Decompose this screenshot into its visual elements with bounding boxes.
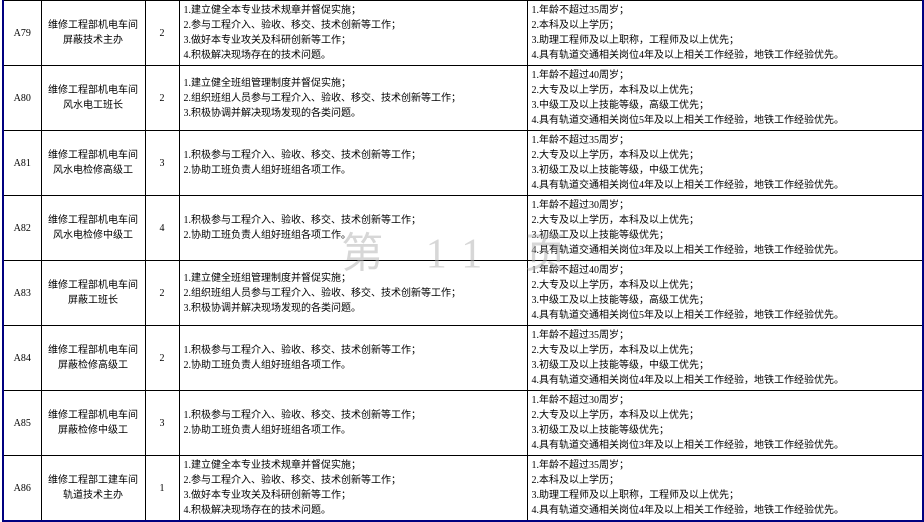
job-code-cell: A85 [3, 391, 41, 456]
job-name-cell: 维修工程部机电车间屏蔽检修中级工 [41, 391, 145, 456]
job-name-cell: 维修工程部机电车间风水电工班长 [41, 66, 145, 131]
job-req-cell: 1.年龄不超过30周岁； 2.大专及以上学历，本科及以上优先； 3.初级工及以上… [527, 196, 923, 261]
job-code-cell: A80 [3, 66, 41, 131]
job-count-cell: 2 [145, 1, 179, 66]
table-row: A79维修工程部机电车间屏蔽技术主办21.建立健全本专业技术规章并督促实施； 2… [3, 1, 923, 66]
job-name-cell: 维修工程部机电车间屏蔽技术主办 [41, 1, 145, 66]
job-req-cell: 1.年龄不超过40周岁； 2.大专及以上学历，本科及以上优先； 3.中级工及以上… [527, 261, 923, 326]
job-count-cell: 2 [145, 66, 179, 131]
job-resp-cell: 1.积极参与工程介入、验收、移交、技术创新等工作； 2.协助工班负责人组好班组各… [179, 131, 527, 196]
job-count-cell: 2 [145, 326, 179, 391]
job-code-cell: A79 [3, 1, 41, 66]
job-req-cell: 1.年龄不超过30周岁； 2.大专及以上学历，本科及以上优先； 3.初级工及以上… [527, 391, 923, 456]
job-count-cell: 2 [145, 261, 179, 326]
table-row: A86维修工程部工建车间轨道技术主办11.建立健全本专业技术规章并督促实施； 2… [3, 456, 923, 522]
table-row: A81维修工程部机电车间风水电检修高级工31.积极参与工程介入、验收、移交、技术… [3, 131, 923, 196]
job-resp-cell: 1.积极参与工程介入、验收、移交、技术创新等工作； 2.协助工班负责人组好班组各… [179, 326, 527, 391]
job-req-cell: 1.年龄不超过35周岁； 2.大专及以上学历，本科及以上优先； 3.初级工及以上… [527, 326, 923, 391]
job-req-cell: 1.年龄不超过35周岁； 2.本科及以上学历； 3.助理工程师及以上职称，工程师… [527, 456, 923, 522]
job-resp-cell: 1.建立健全班组管理制度并督促实施； 2.组织班组人员参与工程介入、验收、移交、… [179, 66, 527, 131]
job-code-cell: A86 [3, 456, 41, 522]
job-resp-cell: 1.积极参与工程介入、验收、移交、技术创新等工作； 2.协助工班负责人组好班组各… [179, 196, 527, 261]
job-resp-cell: 1.积极参与工程介入、验收、移交、技术创新等工作； 2.协助工班负责人组好班组各… [179, 391, 527, 456]
job-count-cell: 3 [145, 391, 179, 456]
job-name-cell: 维修工程部机电车间屏蔽工班长 [41, 261, 145, 326]
job-count-cell: 4 [145, 196, 179, 261]
job-resp-cell: 1.建立健全班组管理制度并督促实施； 2.组织班组人员参与工程介入、验收、移交、… [179, 261, 527, 326]
job-name-cell: 维修工程部工建车间轨道技术主办 [41, 456, 145, 522]
job-code-cell: A81 [3, 131, 41, 196]
job-req-cell: 1.年龄不超过35周岁； 2.大专及以上学历，本科及以上优先； 3.初级工及以上… [527, 131, 923, 196]
table-row: A82维修工程部机电车间风水电检修中级工41.积极参与工程介入、验收、移交、技术… [3, 196, 923, 261]
job-req-cell: 1.年龄不超过40周岁； 2.大专及以上学历，本科及以上优先； 3.中级工及以上… [527, 66, 923, 131]
table-row: A80维修工程部机电车间风水电工班长21.建立健全班组管理制度并督促实施； 2.… [3, 66, 923, 131]
job-resp-cell: 1.建立健全本专业技术规章并督促实施； 2.参与工程介入、验收、移交、技术创新等… [179, 1, 527, 66]
job-req-cell: 1.年龄不超过35周岁； 2.本科及以上学历； 3.助理工程师及以上职称，工程师… [527, 1, 923, 66]
table-row: A84维修工程部机电车间屏蔽检修高级工21.积极参与工程介入、验收、移交、技术创… [3, 326, 923, 391]
job-code-cell: A82 [3, 196, 41, 261]
job-code-cell: A83 [3, 261, 41, 326]
job-count-cell: 3 [145, 131, 179, 196]
table-row: A83维修工程部机电车间屏蔽工班长21.建立健全班组管理制度并督促实施； 2.组… [3, 261, 923, 326]
table-row: A85维修工程部机电车间屏蔽检修中级工31.积极参与工程介入、验收、移交、技术创… [3, 391, 923, 456]
job-name-cell: 维修工程部机电车间风水电检修中级工 [41, 196, 145, 261]
job-code-cell: A84 [3, 326, 41, 391]
job-resp-cell: 1.建立健全本专业技术规章并督促实施； 2.参与工程介入、验收、移交、技术创新等… [179, 456, 527, 522]
job-name-cell: 维修工程部机电车间风水电检修高级工 [41, 131, 145, 196]
jobs-table: A79维修工程部机电车间屏蔽技术主办21.建立健全本专业技术规章并督促实施； 2… [2, 0, 924, 522]
job-name-cell: 维修工程部机电车间屏蔽检修高级工 [41, 326, 145, 391]
job-count-cell: 1 [145, 456, 179, 522]
